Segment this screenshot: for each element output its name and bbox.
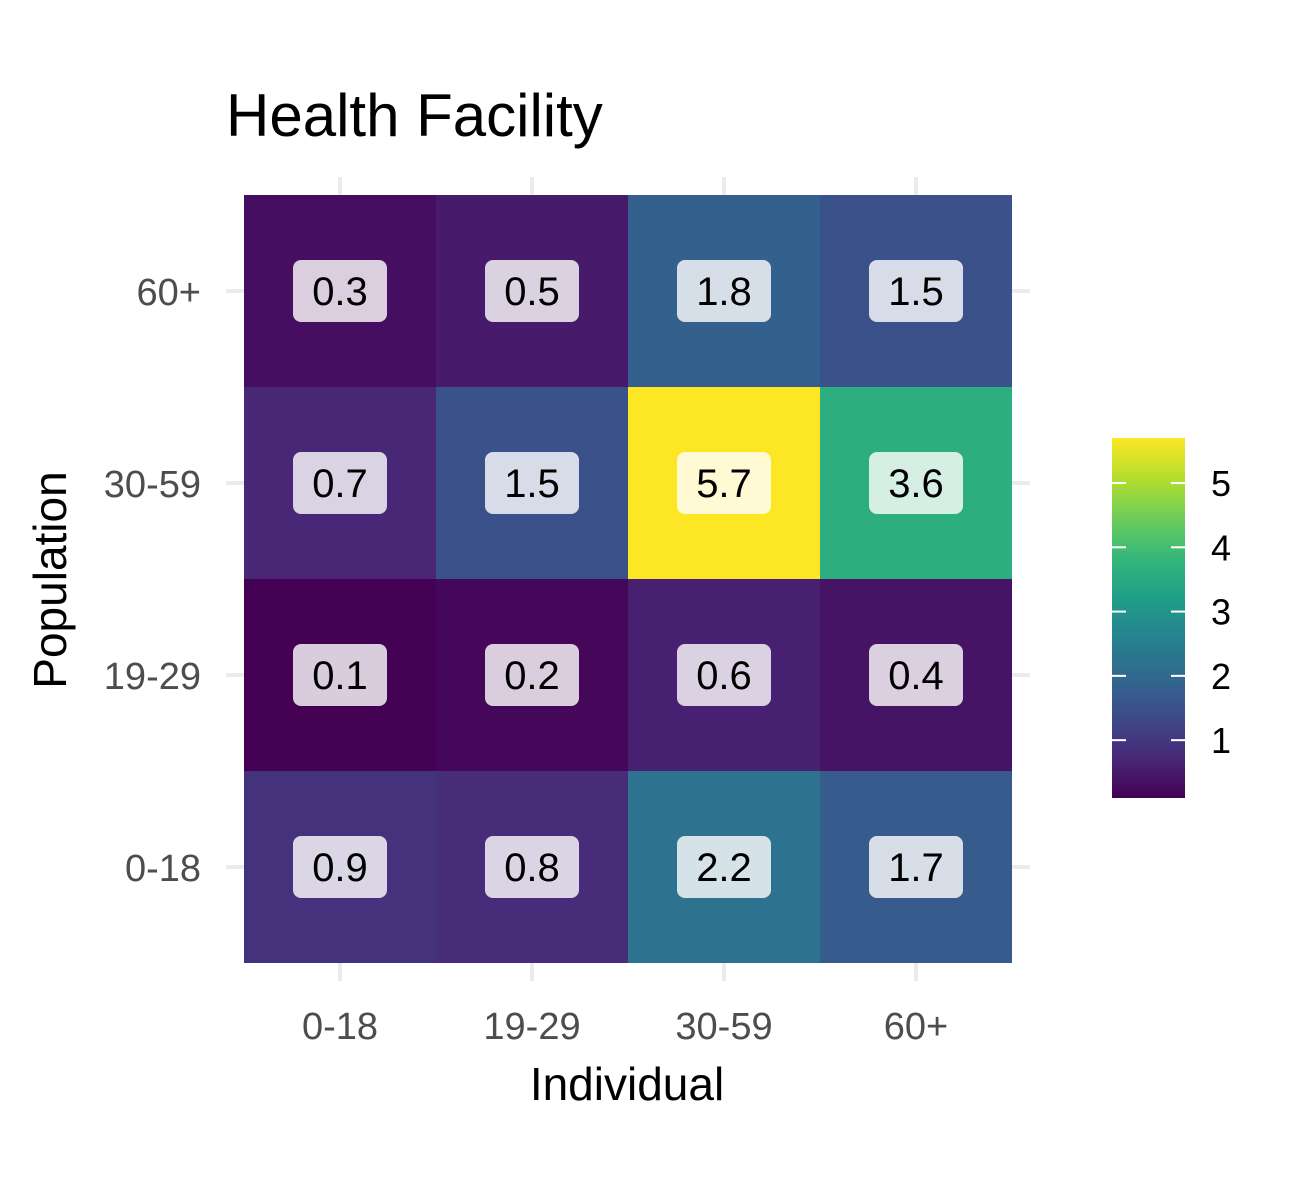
cell-value-label: 0.1 bbox=[312, 654, 368, 698]
y-axis-ticks: 0-18 19-29 30-59 60+ bbox=[104, 272, 201, 890]
y-tick-label: 60+ bbox=[137, 272, 201, 314]
cell-label-box bbox=[677, 644, 771, 706]
cell-label-box bbox=[293, 452, 387, 514]
legend-tick-label: 2 bbox=[1211, 656, 1231, 697]
cell-value-label: 0.6 bbox=[696, 654, 752, 698]
y-tick-label: 19-29 bbox=[104, 656, 201, 698]
cell-label-box bbox=[677, 260, 771, 322]
x-axis-title: Individual bbox=[530, 1058, 724, 1110]
x-axis-ticks: 0-18 19-29 30-59 60+ bbox=[302, 1006, 948, 1048]
cell-label-box bbox=[485, 452, 579, 514]
cell-value-label: 3.6 bbox=[888, 462, 944, 506]
cell-label-box bbox=[485, 644, 579, 706]
cell-value-label: 1.5 bbox=[888, 270, 944, 314]
cell-value-label: 0.8 bbox=[504, 846, 560, 890]
cell-label-box bbox=[293, 260, 387, 322]
y-axis-title: Population bbox=[24, 471, 76, 688]
cell-value-label: 5.7 bbox=[696, 462, 752, 506]
cell-value-label: 2.2 bbox=[696, 846, 752, 890]
cell-label-box bbox=[869, 452, 963, 514]
color-legend: 1 2 3 4 5 bbox=[1112, 438, 1231, 798]
cell-value-label: 1.8 bbox=[696, 270, 752, 314]
legend-tick-label: 1 bbox=[1211, 720, 1231, 761]
y-tick-label: 30-59 bbox=[104, 464, 201, 506]
x-tick-label: 30-59 bbox=[675, 1006, 772, 1048]
legend-ticks: 1 2 3 4 5 bbox=[1112, 463, 1231, 761]
x-tick-label: 60+ bbox=[884, 1006, 948, 1048]
cell-label-box bbox=[293, 644, 387, 706]
cell-labels: 0.3 0.5 1.8 1.5 0.7 1.5 5.7 3.6 0.1 0.2 0.6 0.4 0.9 0… bbox=[293, 260, 963, 898]
cell-label-box bbox=[485, 836, 579, 898]
legend-colorbar bbox=[1112, 438, 1185, 798]
cell-value-label: 0.9 bbox=[312, 846, 368, 890]
cell-label-box bbox=[677, 452, 771, 514]
y-tick-label: 0-18 bbox=[125, 848, 201, 890]
cell-value-label: 1.7 bbox=[888, 846, 944, 890]
legend-tick-label: 5 bbox=[1211, 463, 1231, 504]
chart-title: Health Facility bbox=[226, 82, 603, 149]
cell-value-label: 0.5 bbox=[504, 270, 560, 314]
cell-label-box bbox=[677, 836, 771, 898]
x-tick-label: 0-18 bbox=[302, 1006, 378, 1048]
legend-tick-label: 4 bbox=[1211, 527, 1231, 568]
cell-value-label: 0.2 bbox=[504, 654, 560, 698]
cell-label-box bbox=[869, 836, 963, 898]
cell-value-label: 0.7 bbox=[312, 462, 368, 506]
cell-label-box bbox=[485, 260, 579, 322]
cell-label-box bbox=[869, 260, 963, 322]
cell-label-box bbox=[293, 836, 387, 898]
cell-value-label: 0.4 bbox=[888, 654, 944, 698]
cell-value-label: 1.5 bbox=[504, 462, 560, 506]
legend-tick-label: 3 bbox=[1211, 592, 1231, 633]
cell-label-box bbox=[869, 644, 963, 706]
cell-value-label: 0.3 bbox=[312, 270, 368, 314]
x-tick-label: 19-29 bbox=[483, 1006, 580, 1048]
